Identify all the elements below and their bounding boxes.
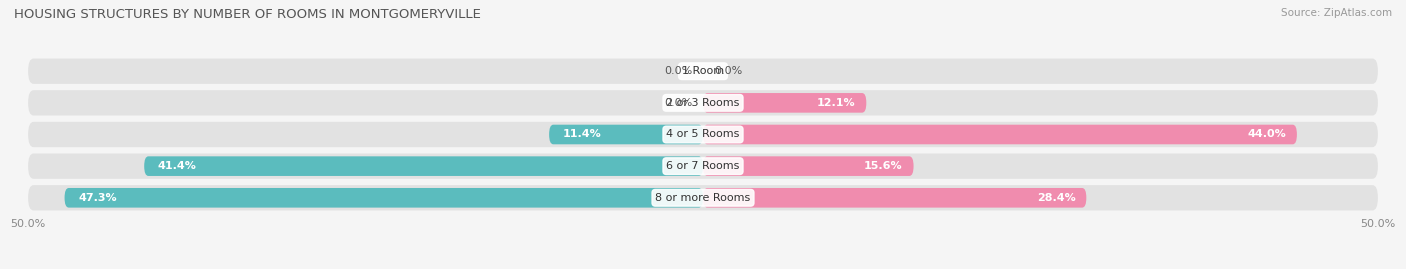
Text: 4 or 5 Rooms: 4 or 5 Rooms	[666, 129, 740, 140]
Text: 0.0%: 0.0%	[664, 98, 692, 108]
FancyBboxPatch shape	[28, 122, 1378, 147]
Text: 1 Room: 1 Room	[682, 66, 724, 76]
Text: HOUSING STRUCTURES BY NUMBER OF ROOMS IN MONTGOMERYVILLE: HOUSING STRUCTURES BY NUMBER OF ROOMS IN…	[14, 8, 481, 21]
Text: 2 or 3 Rooms: 2 or 3 Rooms	[666, 98, 740, 108]
Text: 15.6%: 15.6%	[865, 161, 903, 171]
FancyBboxPatch shape	[703, 93, 866, 113]
Text: 0.0%: 0.0%	[664, 66, 692, 76]
FancyBboxPatch shape	[550, 125, 703, 144]
FancyBboxPatch shape	[28, 59, 1378, 84]
FancyBboxPatch shape	[703, 125, 1296, 144]
Text: 28.4%: 28.4%	[1036, 193, 1076, 203]
Text: 6 or 7 Rooms: 6 or 7 Rooms	[666, 161, 740, 171]
Text: 12.1%: 12.1%	[817, 98, 855, 108]
Text: Source: ZipAtlas.com: Source: ZipAtlas.com	[1281, 8, 1392, 18]
Text: 47.3%: 47.3%	[79, 193, 117, 203]
Text: 8 or more Rooms: 8 or more Rooms	[655, 193, 751, 203]
FancyBboxPatch shape	[703, 188, 1087, 208]
Text: 41.4%: 41.4%	[157, 161, 197, 171]
FancyBboxPatch shape	[65, 188, 703, 208]
FancyBboxPatch shape	[703, 156, 914, 176]
FancyBboxPatch shape	[28, 90, 1378, 115]
Text: 11.4%: 11.4%	[562, 129, 602, 140]
FancyBboxPatch shape	[28, 185, 1378, 210]
Text: 0.0%: 0.0%	[714, 66, 742, 76]
FancyBboxPatch shape	[145, 156, 703, 176]
Text: 44.0%: 44.0%	[1247, 129, 1286, 140]
FancyBboxPatch shape	[28, 154, 1378, 179]
